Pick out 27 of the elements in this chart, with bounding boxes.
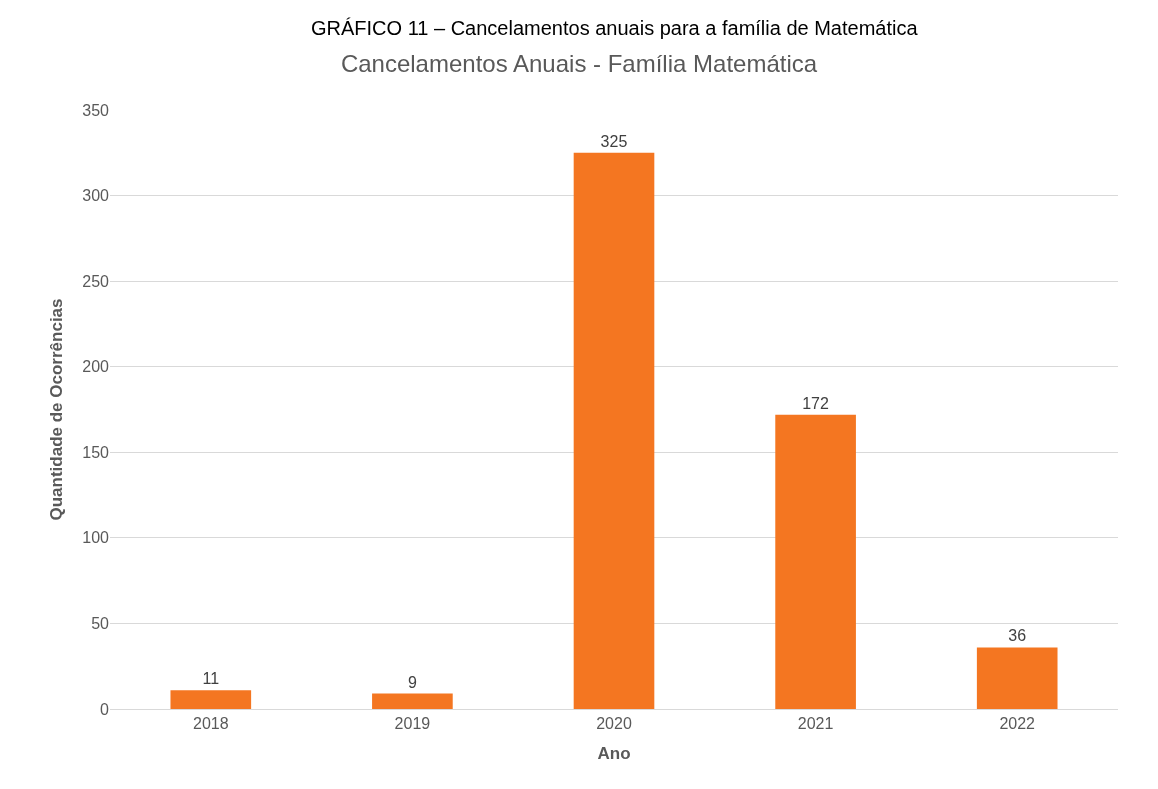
x-tick-label: 2020 [596,715,632,733]
bar [775,414,856,709]
x-tick-label: 2021 [797,715,834,733]
text: GRÁFICO 11 – Cancelamentos anuais para a família de Matemática [311,17,919,39]
y-tick-label: 350 [82,101,110,119]
y-tick-label: 200 [82,358,110,376]
y-tick-label: 250 [82,272,110,290]
y-tick-label: 50 [91,615,110,633]
data-label: 36 [1008,627,1027,645]
y-tick-label: 100 [82,529,110,547]
x-tick-label: 2018 [193,715,229,733]
y-tick-label: 150 [82,443,110,461]
x-axis-title: Ano [597,743,631,763]
data-label: 11 [202,670,220,688]
bar [170,690,252,709]
chart-title: Cancelamentos Anuais - Família Matemática [340,50,818,78]
x-tick-label: 2022 [999,715,1036,733]
data-label: 9 [407,673,417,691]
data-label: 325 [600,132,628,150]
x-tick-label: 2019 [394,715,431,733]
data-label: 172 [802,394,829,412]
bar [573,152,655,709]
bar [372,693,453,709]
bar [976,647,1058,709]
y-tick-label: 0 [100,700,110,718]
y-axis-title: Quantidade de Ocorrências [46,298,66,521]
y-tick-label: 300 [82,187,110,205]
